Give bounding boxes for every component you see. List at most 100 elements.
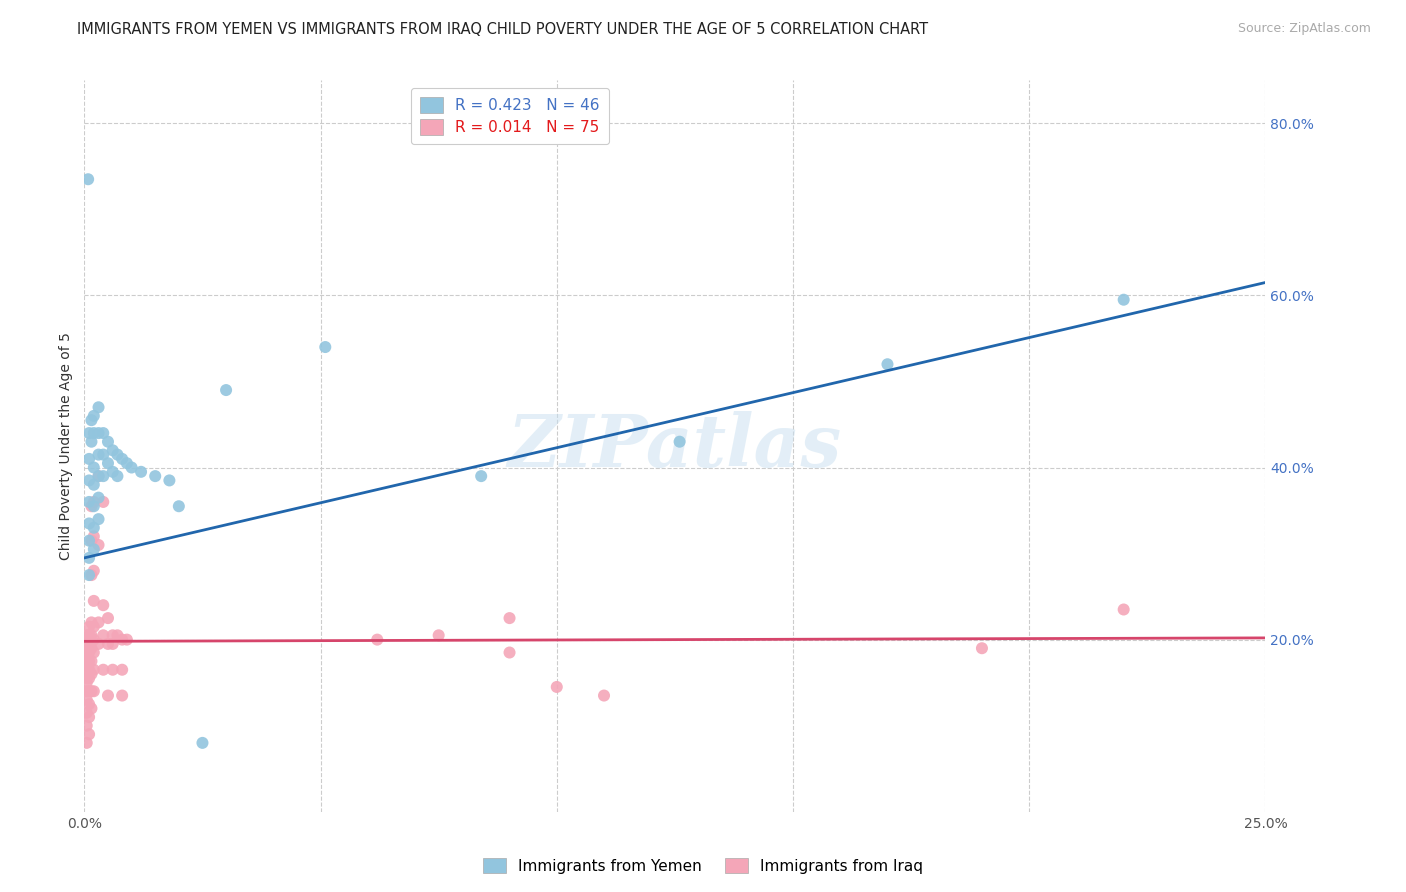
Point — [77, 426, 100, 441]
Point — [215, 383, 238, 397]
Point — [77, 710, 100, 724]
Point — [498, 611, 520, 625]
Point — [76, 675, 98, 690]
Point — [87, 637, 110, 651]
Point — [80, 500, 103, 514]
Point — [83, 594, 105, 608]
Point — [668, 434, 690, 449]
Point — [77, 628, 100, 642]
Point — [111, 632, 134, 647]
Point — [83, 620, 105, 634]
Point — [101, 465, 124, 479]
Point — [80, 628, 103, 642]
Point — [77, 568, 100, 582]
Point — [77, 474, 100, 488]
Point — [83, 684, 105, 698]
Point — [101, 628, 124, 642]
Point — [87, 469, 110, 483]
Point — [80, 413, 103, 427]
Point — [546, 680, 568, 694]
Point — [191, 736, 214, 750]
Point — [101, 443, 124, 458]
Point — [83, 663, 105, 677]
Point — [83, 477, 105, 491]
Point — [87, 615, 110, 630]
Point — [80, 568, 103, 582]
Point — [121, 460, 143, 475]
Legend: Immigrants from Yemen, Immigrants from Iraq: Immigrants from Yemen, Immigrants from I… — [477, 852, 929, 880]
Point — [115, 456, 138, 470]
Point — [83, 646, 105, 660]
Point — [83, 426, 105, 441]
Point — [80, 615, 103, 630]
Text: ZIPatlas: ZIPatlas — [508, 410, 842, 482]
Point — [80, 434, 103, 449]
Point — [83, 521, 105, 535]
Point — [115, 632, 138, 647]
Point — [76, 649, 98, 664]
Point — [470, 469, 492, 483]
Point — [91, 426, 114, 441]
Point — [76, 628, 98, 642]
Point — [77, 727, 100, 741]
Point — [77, 646, 100, 660]
Point — [593, 689, 616, 703]
Point — [76, 646, 98, 660]
Point — [77, 172, 100, 186]
Point — [91, 628, 114, 642]
Point — [76, 641, 98, 656]
Point — [76, 654, 98, 668]
Point — [427, 628, 450, 642]
Point — [91, 598, 114, 612]
Point — [80, 654, 103, 668]
Legend: R = 0.423   N = 46, R = 0.014   N = 75: R = 0.423 N = 46, R = 0.014 N = 75 — [411, 88, 609, 145]
Point — [77, 654, 100, 668]
Point — [77, 671, 100, 685]
Point — [76, 684, 98, 698]
Point — [77, 495, 100, 509]
Point — [77, 663, 100, 677]
Point — [91, 469, 114, 483]
Point — [83, 500, 105, 514]
Point — [77, 550, 100, 565]
Point — [1112, 293, 1135, 307]
Point — [366, 632, 388, 647]
Point — [157, 474, 180, 488]
Point — [314, 340, 336, 354]
Text: Source: ZipAtlas.com: Source: ZipAtlas.com — [1237, 22, 1371, 36]
Point — [83, 460, 105, 475]
Point — [87, 512, 110, 526]
Point — [498, 646, 520, 660]
Point — [87, 448, 110, 462]
Point — [80, 701, 103, 715]
Point — [76, 736, 98, 750]
Point — [76, 637, 98, 651]
Point — [76, 658, 98, 673]
Point — [83, 529, 105, 543]
Point — [111, 451, 134, 466]
Point — [970, 641, 993, 656]
Point — [107, 448, 129, 462]
Point — [167, 500, 190, 514]
Point — [129, 465, 152, 479]
Point — [77, 637, 100, 651]
Point — [80, 684, 103, 698]
Point — [76, 632, 98, 647]
Point — [91, 663, 114, 677]
Point — [876, 357, 898, 371]
Point — [83, 409, 105, 423]
Point — [97, 689, 120, 703]
Point — [76, 693, 98, 707]
Point — [77, 697, 100, 711]
Point — [80, 533, 103, 548]
Point — [87, 491, 110, 505]
Point — [76, 671, 98, 685]
Point — [80, 667, 103, 681]
Point — [97, 637, 120, 651]
Point — [107, 469, 129, 483]
Point — [91, 495, 114, 509]
Point — [91, 448, 114, 462]
Point — [87, 538, 110, 552]
Y-axis label: Child Poverty Under the Age of 5: Child Poverty Under the Age of 5 — [59, 332, 73, 560]
Point — [77, 620, 100, 634]
